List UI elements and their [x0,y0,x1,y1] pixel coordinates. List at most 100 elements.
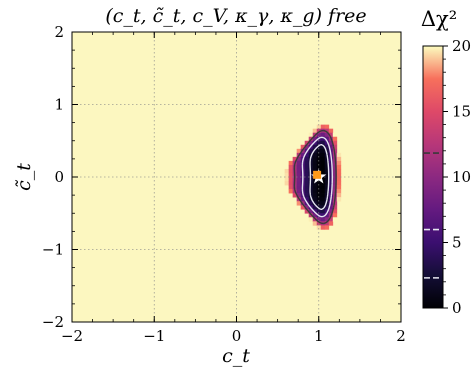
heatmap-cell [324,156,330,162]
heatmap-cell [332,172,338,178]
heatmap-cell [320,193,326,198]
y-tick-label: −2 [42,313,64,331]
heatmap-cell [320,197,326,202]
heatmap-cell [296,181,302,186]
heatmap-cell [336,189,342,194]
heatmap-cell [324,213,330,218]
heatmap-cell [324,168,330,174]
heatmap-cell [328,217,334,222]
plot-area: −2 −1 0 1 2 −2 −1 0 1 2 [42,23,406,345]
heatmap-cell [332,217,338,222]
heatmap-cell [288,168,294,174]
colorbar-tick-label: 10 [452,168,471,186]
heatmap-cell [300,205,306,210]
heatmap-cell [316,181,322,186]
heatmap-cell [304,189,310,194]
heatmap-cell [316,185,322,190]
x-axis-label: c_t [222,345,250,367]
heatmap-cell [296,193,302,198]
heatmap-cell [316,144,322,150]
heatmap-cell [320,124,326,130]
heatmap-cell [312,177,318,182]
heatmap-cell [324,140,330,146]
x-tick-label: 0 [232,327,242,345]
heatmap-cell [312,197,318,202]
heatmap-cell [328,181,334,186]
heatmap-cell [312,144,318,150]
heatmap-cell [284,172,290,178]
heatmap-cell [324,185,330,190]
heatmap-cell [312,128,318,134]
heatmap-cell [328,189,334,194]
contour-3σ [293,129,337,225]
heatmap-cell [320,152,326,158]
heatmap-cell [296,160,302,166]
heatmap-cell [304,209,310,214]
heatmap-cell [324,136,330,142]
heatmap-cell [336,168,342,174]
heatmap-cell [312,160,318,166]
heatmap-cell [304,172,310,178]
heatmap-cell [324,144,330,150]
colorbar-tick-label: 0 [452,299,462,317]
colorbar-ticks: 0 5 10 15 20 [443,37,471,317]
heatmap-cell [296,201,302,206]
heatmap-cell [320,144,326,150]
heatmap-cell [316,128,322,134]
heatmap-cell [312,152,318,158]
heatmap-cell [324,124,330,130]
heatmap-cell [296,168,302,174]
heatmap-cell [336,181,342,186]
heatmap-cell [296,156,302,162]
contours [293,129,337,225]
heatmap-cell [320,225,326,230]
heatmap-cell [316,217,322,222]
heatmap-cell [312,148,318,154]
heatmap-cell [332,177,338,182]
heatmap-cell [304,185,310,190]
heatmap-cell [308,160,314,166]
heatmap-cell [296,172,302,178]
heatmap-cell [288,189,294,194]
y-tick-label: −1 [42,241,64,259]
heatmap-cell [336,185,342,190]
heatmap-cell [304,193,310,198]
heatmap-cell [320,148,326,154]
heatmap-cell [320,209,326,214]
marker-square [313,170,322,179]
heatmap-cell [320,160,326,166]
chart-title: (c_t, c̃_t, c_V, κ_γ, κ_g) free [105,5,366,27]
heatmap-cell [332,164,338,170]
heatmap-cell [316,160,322,166]
heatmap-cell [312,181,318,186]
heatmap-cell [320,177,326,182]
heatmap-cell [328,172,334,178]
y-tick-label: 2 [54,23,64,41]
heatmap-cell [328,132,334,138]
heatmap-cell [300,144,306,150]
heatmap-cell [324,201,330,206]
heatmap-cell [336,164,342,170]
heatmap-cell [320,189,326,194]
heatmap [284,124,342,230]
heatmap-cell [332,205,338,210]
heatmap-cell [316,209,322,214]
heatmap-cell [308,209,314,214]
heatmap-cell [292,193,298,198]
heatmap-cell [296,164,302,170]
heatmap-cell [296,148,302,154]
x-tick-label: −1 [143,327,165,345]
heatmap-cell [320,213,326,218]
heatmap-cell [296,185,302,190]
heatmap-cell [328,209,334,214]
y-tick-label: 0 [54,168,64,186]
x-tick-label: 1 [314,327,324,345]
heatmap-cell [316,189,322,194]
y-tick-label: 1 [54,96,64,114]
heatmap-cell [324,181,330,186]
colorbar-tick-label: 15 [452,103,471,121]
heatmap-cell [312,156,318,162]
heatmap-cell [320,164,326,170]
heatmap-cell [332,181,338,186]
